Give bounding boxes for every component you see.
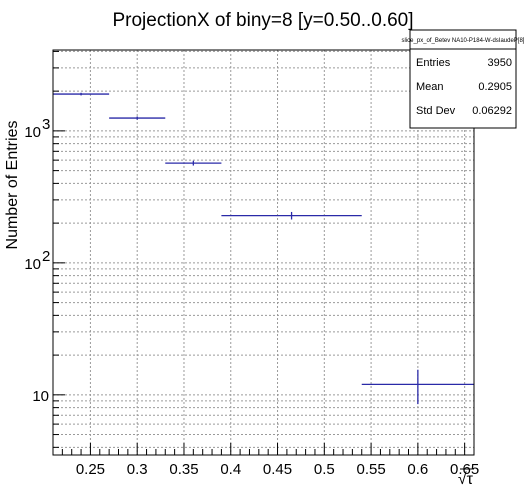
x-tick-label: 0.5 bbox=[314, 461, 335, 478]
x-axis-title: √τ bbox=[458, 471, 474, 488]
x-tick-label: 0.55 bbox=[356, 461, 385, 478]
data-series bbox=[53, 92, 474, 405]
stats-entries-label: Entries bbox=[416, 57, 451, 69]
stats-box-name: slice_px_of_Betev NA10-P184-W-dsIaudeP[8… bbox=[402, 38, 525, 44]
x-tick-label: 0.45 bbox=[263, 461, 292, 478]
y-tick-label: 10 bbox=[32, 388, 49, 405]
stats-mean-value: 0.2905 bbox=[478, 81, 512, 93]
stats-mean-label: Mean bbox=[416, 81, 444, 93]
x-tick-label: 0.35 bbox=[169, 461, 198, 478]
y-tick-exponent: 3 bbox=[42, 116, 50, 133]
x-tick-label: 0.25 bbox=[76, 461, 105, 478]
stats-box: slice_px_of_Betev NA10-P184-W-dsIaudeP[8… bbox=[402, 29, 525, 129]
x-tick-label: 0.4 bbox=[220, 461, 241, 478]
chart-title: ProjectionX of biny=8 [y=0.50..0.60] bbox=[112, 10, 413, 31]
plot-frame bbox=[52, 49, 475, 456]
axis-ticks bbox=[52, 50, 475, 455]
stats-stddev-value: 0.06292 bbox=[472, 105, 512, 117]
x-tick-label: 0.3 bbox=[127, 461, 148, 478]
y-tick-label: 10 bbox=[24, 256, 41, 273]
y-tick-exponent: 2 bbox=[42, 248, 50, 265]
stats-box-frame bbox=[409, 29, 517, 129]
x-axis-tick-labels: 0.25 0.3 0.35 0.4 0.45 0.5 0.55 0.6 0.65 bbox=[76, 461, 479, 478]
y-tick-label: 10 bbox=[24, 124, 41, 141]
stats-entries-value: 3950 bbox=[488, 57, 512, 69]
x-tick-label: 0.6 bbox=[407, 461, 428, 478]
y-axis-title: Number of Entries bbox=[4, 121, 21, 250]
stats-stddev-label: Std Dev bbox=[416, 105, 456, 117]
